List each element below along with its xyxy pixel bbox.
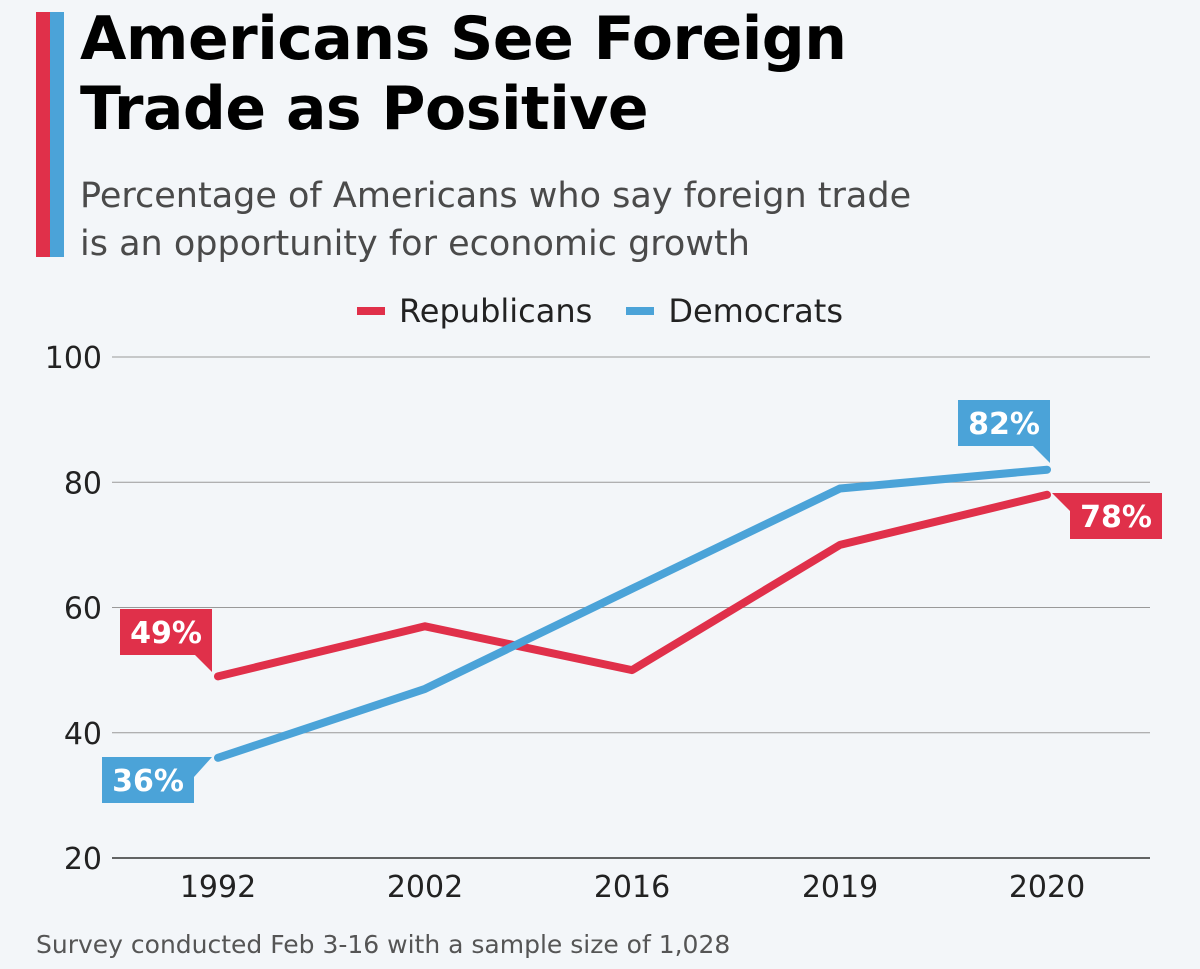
series-line-democrats xyxy=(214,465,1051,762)
callout-pointer xyxy=(1032,445,1050,463)
callout-pointer xyxy=(194,757,212,777)
callout-text: 49% xyxy=(130,616,202,651)
chart-subtitle-line-2: is an opportunity for economic growth xyxy=(80,224,750,264)
chart-legend: Republicans Democrats xyxy=(0,292,1200,330)
accent-bar-blue xyxy=(50,12,64,257)
legend-label-democrats: Democrats xyxy=(668,292,843,330)
value-callout-republicans-1992: 49% xyxy=(120,609,212,672)
y-tick-label-100: 100 xyxy=(45,341,102,376)
callout-pointer xyxy=(194,654,212,672)
callout-box xyxy=(102,757,194,803)
source-note: Survey conducted Feb 3-16 with a sample … xyxy=(36,930,731,959)
x-tick-label-2016: 2016 xyxy=(594,870,670,905)
grid-layer: 20 40 60 80 100 1992 2002 2016 2019 2020 xyxy=(45,341,1150,905)
legend-swatch-republicans xyxy=(357,307,385,315)
value-callout-democrats-1992: 36% xyxy=(102,757,212,803)
callout-text: 78% xyxy=(1080,500,1152,535)
callout-box xyxy=(120,609,212,655)
legend-swatch-democrats xyxy=(626,307,655,315)
value-callout-democrats-2020: 82% xyxy=(958,400,1050,463)
label-layer: 49% 36% 82% 78% xyxy=(102,400,1162,803)
callout-text: 36% xyxy=(112,764,184,799)
y-tick-label-80: 80 xyxy=(64,466,102,501)
x-tick-label-2019: 2019 xyxy=(802,870,878,905)
chart-title-line-2: Trade as Positive xyxy=(80,74,649,144)
chart-title-line-1: Americans See Foreign xyxy=(80,4,847,74)
accent-bar-red xyxy=(36,12,50,257)
y-tick-label-40: 40 xyxy=(64,717,102,752)
callout-box xyxy=(958,400,1050,446)
callout-pointer xyxy=(1052,493,1070,511)
chart-subtitle: Percentage of Americans who say foreign … xyxy=(80,172,1080,268)
legend-label-republicans: Republicans xyxy=(399,292,593,330)
legend-item-republicans: Republicans xyxy=(357,292,592,330)
callout-box xyxy=(1070,493,1162,539)
line-layer xyxy=(214,465,1051,762)
x-tick-label-1992: 1992 xyxy=(180,870,256,905)
y-tick-label-20: 20 xyxy=(64,842,102,877)
x-tick-label-2002: 2002 xyxy=(387,870,463,905)
y-tick-label-60: 60 xyxy=(64,592,102,627)
value-callout-republicans-2020: 78% xyxy=(1052,493,1162,539)
x-tick-label-2020: 2020 xyxy=(1009,870,1085,905)
chart-title: Americans See Foreign Trade as Positive xyxy=(80,4,1080,144)
chart-subtitle-line-1: Percentage of Americans who say foreign … xyxy=(80,176,912,216)
callout-text: 82% xyxy=(968,407,1040,442)
legend-item-democrats: Democrats xyxy=(626,292,843,330)
